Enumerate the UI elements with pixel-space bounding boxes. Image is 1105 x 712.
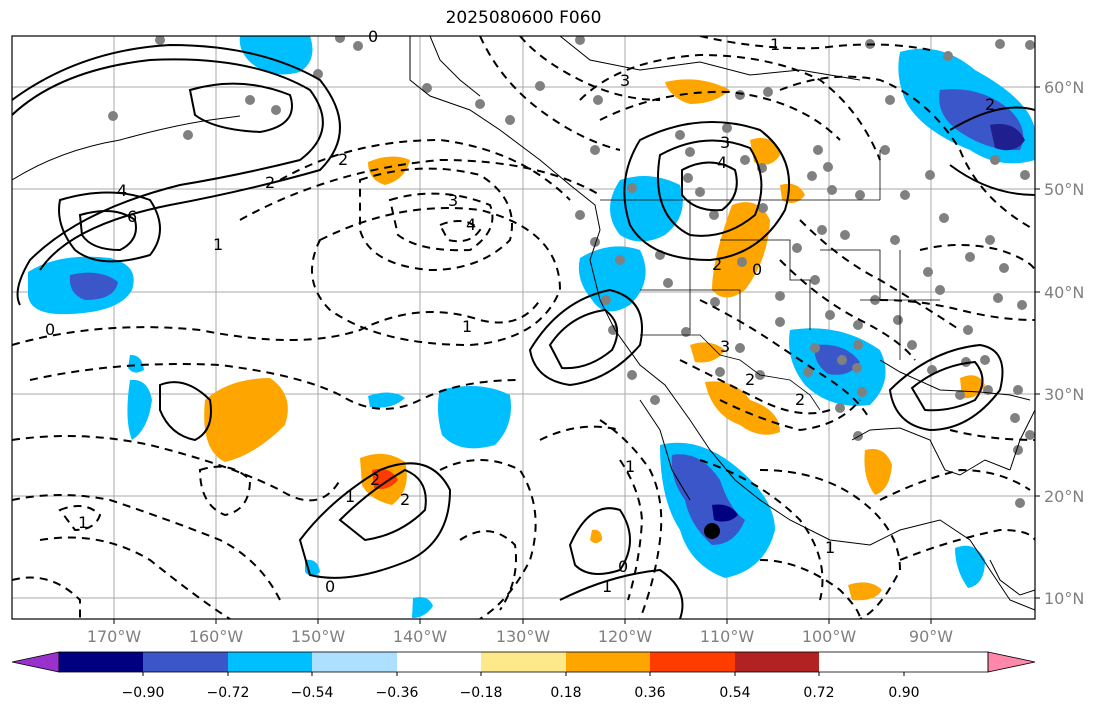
colorbar-tick-label: −0.72 <box>207 685 250 701</box>
contour-label: 1 <box>625 457 635 476</box>
colorbar-segment <box>397 652 481 672</box>
lon-label: 110°W <box>700 627 755 646</box>
contour-label: 0 <box>752 260 762 279</box>
lon-label: 170°W <box>87 627 142 646</box>
contour-label: 2 <box>985 95 995 114</box>
colorbar-tick-label: 0.72 <box>803 685 834 701</box>
colorbar-labels: −0.90 −0.72 −0.54 −0.36 −0.18 0.18 0.36 … <box>122 685 920 701</box>
colorbar-tick-label: −0.36 <box>376 685 419 701</box>
latitude-labels: 60°N 50°N 40°N 30°N 20°N 10°N <box>1044 78 1084 608</box>
lat-label: 10°N <box>1044 589 1084 608</box>
solid-contours <box>12 43 1035 619</box>
contour-label: 3 <box>620 71 630 90</box>
contour-label: 6 <box>127 207 137 226</box>
contour-label: 4 <box>466 215 476 234</box>
lon-label: 150°W <box>291 627 346 646</box>
lat-label: 30°N <box>1044 385 1084 404</box>
colorbar <box>11 651 1036 676</box>
contour-label: 4 <box>717 153 727 172</box>
colorbar-tick-label: −0.90 <box>122 685 165 701</box>
contour-label: 0 <box>45 320 55 339</box>
colorbar-segment <box>481 652 566 672</box>
lon-label: 130°W <box>496 627 551 646</box>
lon-label: 90°W <box>909 627 953 646</box>
colorbar-tick-label: 0.90 <box>888 685 919 701</box>
contour-label: 0 <box>325 577 335 596</box>
dashed-contours <box>12 36 1035 619</box>
contour-label: 2 <box>745 370 755 389</box>
contour-label: 1 <box>462 317 472 336</box>
lat-label: 20°N <box>1044 487 1084 506</box>
contour-label: 2 <box>265 173 275 192</box>
axis-ticks <box>113 86 1040 624</box>
contour-label: 3 <box>720 337 730 356</box>
colorbar-outline <box>58 651 989 673</box>
lat-label: 40°N <box>1044 283 1084 302</box>
colorbar-segment <box>312 652 397 672</box>
contour-label: 0 <box>618 557 628 576</box>
lon-label: 100°W <box>802 627 857 646</box>
lat-label: 60°N <box>1044 78 1084 97</box>
contour-label: 3 <box>448 191 458 210</box>
contour-label: 1 <box>770 35 780 54</box>
contour-label: 1 <box>345 487 355 506</box>
colorbar-tick-label: −0.54 <box>291 685 334 701</box>
lon-label: 160°W <box>189 627 244 646</box>
negative-shading <box>28 36 1035 618</box>
contour-label: 1 <box>602 577 612 596</box>
contour-label: 2 <box>795 390 805 409</box>
contour-label: 3 <box>720 133 730 152</box>
contour-label: 4 <box>117 181 127 200</box>
colorbar-segment <box>228 652 312 672</box>
colorbar-extend-low <box>11 651 60 673</box>
contour-label: 2 <box>712 255 722 274</box>
colorbar-tick-label: −0.18 <box>460 685 503 701</box>
lon-label: 140°W <box>393 627 448 646</box>
colorbar-segment <box>59 652 143 672</box>
contour-label: 1 <box>213 235 223 254</box>
colorbar-tick-label: 0.36 <box>634 685 665 701</box>
colorbar-extend-high <box>987 651 1036 673</box>
positive-shading <box>204 79 985 601</box>
colorbar-tick-label: 0.18 <box>550 685 581 701</box>
station-dots <box>108 36 1035 508</box>
contour-labels: 0 6 4 2 1 0 3 4 2 1 3 4 2 0 2 3 1 0 2 1 … <box>45 27 995 596</box>
colorbar-segment <box>735 652 819 672</box>
colorbar-segment <box>566 652 650 672</box>
colorbar-segment <box>650 652 735 672</box>
marker-point <box>704 523 720 539</box>
map-title: 2025080600 F060 <box>445 8 602 28</box>
colorbar-tick-label: 0.54 <box>719 685 750 701</box>
longitude-labels: 170°W 160°W 150°W 140°W 130°W 120°W 110°… <box>87 627 953 646</box>
borders <box>600 150 940 411</box>
lon-label: 120°W <box>598 627 653 646</box>
contour-label: 1 <box>78 513 88 532</box>
contour-label: 2 <box>400 490 410 509</box>
contour-label: 2 <box>370 470 380 489</box>
contour-label: 1 <box>825 538 835 557</box>
lat-label: 50°N <box>1044 180 1084 199</box>
coastlines <box>12 36 1035 611</box>
contour-label: 2 <box>338 150 348 169</box>
colorbar-segment <box>143 652 228 672</box>
